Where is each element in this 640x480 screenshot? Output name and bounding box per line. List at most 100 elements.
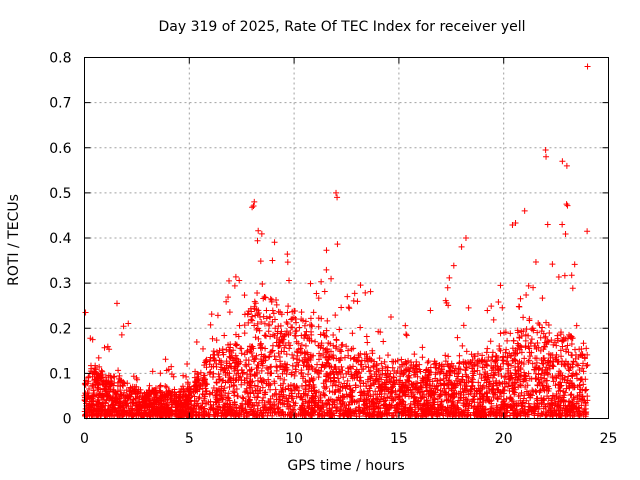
data-point [419, 354, 426, 361]
data-point [544, 411, 551, 418]
data-point [338, 363, 345, 370]
data-point [254, 377, 261, 384]
data-point [320, 391, 327, 398]
data-point [321, 383, 328, 390]
data-point [333, 336, 340, 343]
data-point [348, 365, 355, 372]
data-point [94, 396, 101, 403]
data-point [298, 341, 305, 348]
data-point [501, 386, 508, 393]
data-point [308, 412, 315, 419]
data-point [284, 309, 291, 316]
data-point [487, 405, 494, 412]
data-point [291, 308, 298, 315]
data-point [431, 399, 438, 406]
data-point [106, 388, 113, 395]
data-point [387, 393, 394, 400]
data-point [122, 401, 129, 408]
data-point [399, 409, 406, 416]
data-point [307, 354, 314, 361]
data-point [324, 317, 331, 324]
data-point [326, 353, 333, 360]
data-point [411, 393, 418, 400]
data-point [522, 331, 529, 338]
data-point [378, 376, 385, 383]
data-point [334, 405, 341, 412]
data-point [228, 410, 235, 417]
data-point [113, 399, 120, 406]
data-point [210, 351, 217, 358]
data-point [351, 374, 358, 381]
data-point [510, 337, 517, 344]
data-point [558, 382, 565, 389]
data-point [150, 408, 157, 415]
data-point [206, 361, 213, 368]
data-point [241, 322, 248, 329]
data-point [120, 379, 127, 386]
data-point [268, 296, 275, 303]
data-point [509, 404, 516, 411]
data-point [279, 333, 286, 340]
data-point [356, 404, 363, 411]
data-point [277, 322, 284, 329]
data-point [302, 386, 309, 393]
data-point [233, 407, 240, 414]
data-point [569, 399, 576, 406]
data-point [420, 410, 427, 417]
data-point [302, 342, 309, 349]
data-point [532, 405, 539, 411]
data-point [221, 385, 228, 392]
data-point [283, 351, 290, 358]
data-point [251, 198, 258, 205]
x-tick-label: 10 [285, 431, 303, 447]
data-point [216, 347, 223, 354]
data-point [225, 390, 232, 397]
data-point [480, 393, 487, 400]
data-point [315, 399, 322, 406]
data-point [398, 384, 405, 391]
data-point [302, 411, 309, 418]
data-point [316, 356, 323, 363]
data-point [338, 348, 345, 355]
data-point [225, 378, 232, 385]
data-point [576, 382, 583, 389]
data-point [490, 385, 497, 392]
data-point [474, 360, 481, 367]
data-point [232, 331, 239, 338]
data-point [326, 401, 333, 408]
data-point [382, 363, 389, 370]
data-point [312, 338, 319, 345]
data-point [219, 409, 226, 416]
data-point [263, 333, 270, 340]
data-point [301, 354, 308, 361]
data-point [269, 257, 276, 264]
data-point [515, 370, 522, 377]
data-point [254, 325, 261, 332]
data-point [250, 345, 257, 352]
data-point [510, 400, 517, 407]
x-tick-label: 15 [390, 431, 408, 447]
data-point [509, 398, 516, 405]
data-point [301, 335, 308, 342]
data-point [582, 387, 589, 394]
data-point [232, 412, 239, 419]
data-point [479, 384, 486, 391]
data-point [445, 353, 452, 360]
data-point [262, 332, 269, 339]
data-point [271, 353, 278, 360]
data-point [543, 339, 550, 346]
data-point [376, 384, 383, 391]
data-point [437, 369, 444, 376]
data-point [399, 393, 406, 400]
data-point [424, 359, 431, 366]
data-point [276, 353, 283, 360]
data-point [254, 393, 261, 400]
data-point [472, 410, 479, 417]
data-point [226, 383, 233, 390]
data-point [375, 411, 382, 418]
data-point [219, 396, 226, 403]
data-point [382, 370, 389, 377]
data-point [301, 410, 308, 417]
data-point [550, 341, 557, 348]
data-point [544, 400, 551, 407]
